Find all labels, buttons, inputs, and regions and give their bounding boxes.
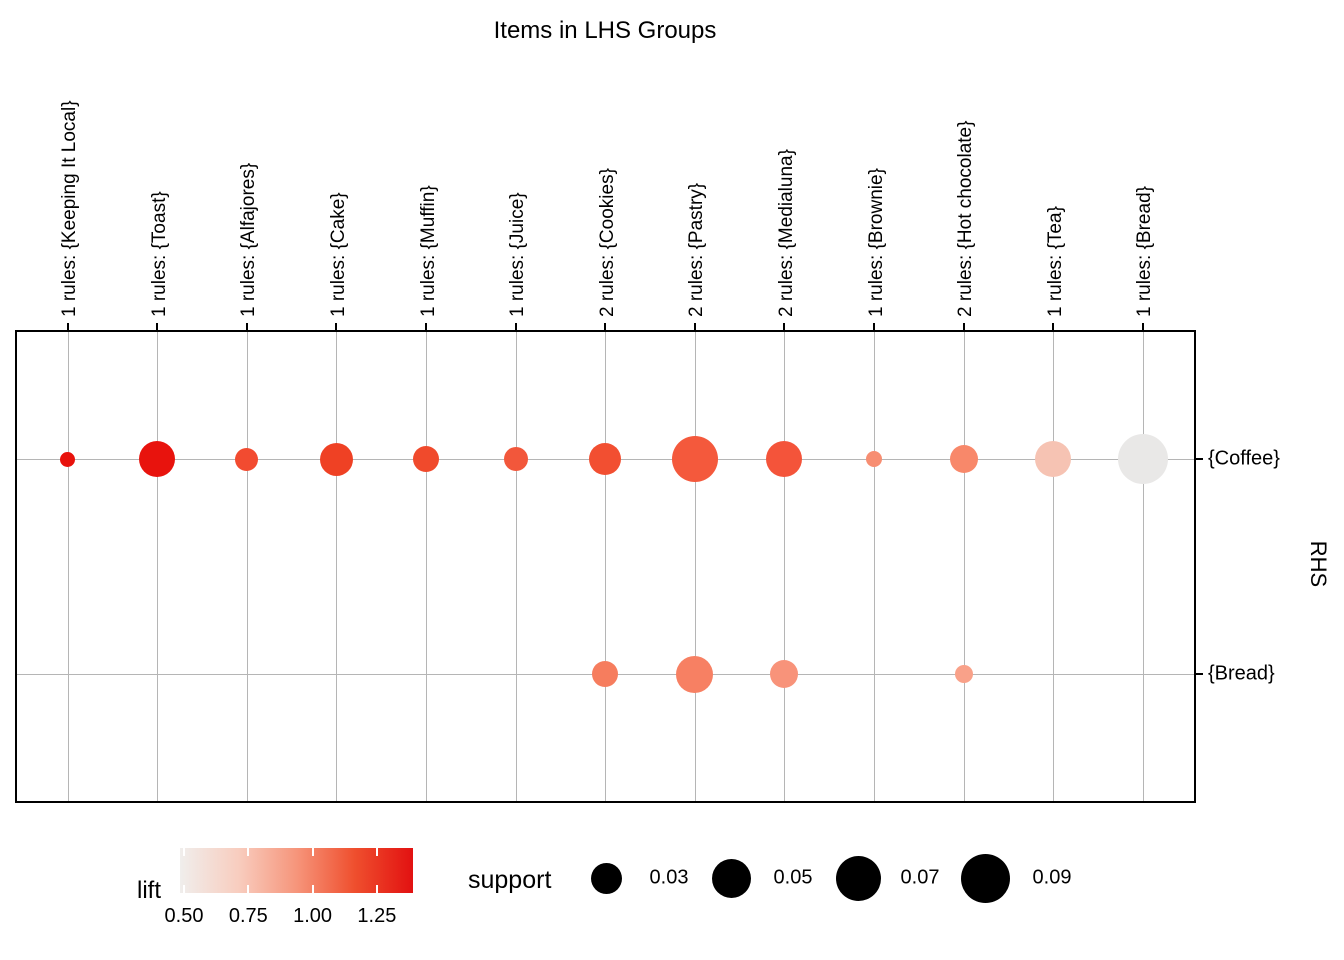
lift-bar-tick (183, 885, 185, 893)
column-gridline (874, 330, 875, 803)
column-gridline (67, 330, 69, 803)
column-gridline (515, 330, 517, 803)
column-tick (962, 323, 965, 330)
support-legend-circle (590, 862, 622, 894)
column-gridline (426, 330, 427, 803)
rule-bubble (1117, 434, 1168, 484)
rule-bubble (1035, 441, 1072, 477)
rule-bubble (592, 661, 619, 687)
column-label: 1 rules: {Toast} (148, 191, 170, 317)
column-tick (335, 323, 338, 330)
lift-bar-tick (247, 848, 250, 856)
column-gridline (246, 330, 248, 803)
column-gridline (784, 330, 786, 803)
support-legend-circle (711, 858, 751, 898)
row-label: {Coffee} (1208, 447, 1280, 470)
lift-bar-tick (247, 885, 250, 893)
support-legend-circle (835, 855, 881, 901)
column-gridline (336, 330, 338, 803)
column-tick (66, 323, 69, 330)
support-legend-value: 0.05 (773, 866, 813, 889)
column-tick (783, 323, 786, 330)
lift-tick-label: 1.25 (357, 905, 397, 927)
rule-bubble (949, 445, 978, 473)
column-label: 2 rules: {Hot chocolate} (955, 120, 977, 317)
plot-area (15, 330, 1196, 803)
column-tick (156, 323, 159, 330)
column-gridline (963, 330, 965, 803)
column-gridline (605, 330, 607, 803)
rule-bubble (319, 442, 353, 476)
lift-bar-tick (183, 848, 185, 856)
column-label: 2 rules: {Cookies} (596, 168, 618, 317)
lift-gradient-bar (180, 848, 413, 893)
chart-title: Items in LHS Groups (493, 17, 717, 44)
column-gridline (1053, 330, 1055, 803)
rule-bubble (503, 447, 528, 471)
support-legend-value: 0.09 (1032, 866, 1072, 889)
column-label: 1 rules: {Alfajores} (238, 162, 260, 317)
support-legend-value: 0.07 (900, 866, 940, 889)
column-tick (604, 323, 607, 330)
column-label: 1 rules: {Juice} (507, 192, 529, 317)
rule-bubble (866, 451, 882, 467)
support-legend-value: 0.03 (649, 866, 689, 889)
lift-tick-label: 1.00 (293, 905, 333, 927)
lift-legend-label: lift (137, 877, 161, 904)
lift-bar-tick (311, 848, 314, 856)
column-gridline (694, 330, 696, 803)
row-label: {Bread} (1208, 662, 1275, 685)
rhs-axis-label: RHS (1306, 540, 1331, 588)
column-tick (245, 323, 248, 330)
lift-bar-tick (311, 885, 314, 893)
rule-bubble (770, 660, 799, 688)
column-label: 1 rules: {Cake} (327, 192, 349, 317)
lift-tick-label: 0.50 (164, 905, 204, 927)
column-tick (425, 323, 427, 330)
lift-tick-label: 0.75 (228, 905, 268, 927)
rule-bubble (235, 447, 259, 471)
rule-bubble (60, 451, 76, 467)
column-label: 2 rules: {Medialuna} (775, 149, 797, 317)
column-tick (1141, 323, 1144, 330)
rule-bubble (413, 446, 439, 472)
column-tick (693, 323, 696, 330)
column-label: 1 rules: {Keeping It Local} (59, 100, 81, 317)
row-tick (1196, 458, 1203, 460)
column-tick (1052, 323, 1055, 330)
support-legend-circle (960, 853, 1010, 903)
column-label: 1 rules: {Muffin} (417, 185, 439, 317)
rule-bubble (954, 665, 973, 683)
rule-bubble (139, 441, 176, 477)
column-tick (514, 323, 517, 330)
column-label: 1 rules: {Brownie} (865, 168, 887, 317)
rule-bubble (676, 655, 714, 693)
column-label: 1 rules: {Bread} (1134, 186, 1156, 317)
column-gridline (1142, 330, 1144, 803)
lift-bar-tick (375, 848, 378, 856)
support-legend-label: support (468, 866, 552, 894)
column-label: 2 rules: {Pastry} (686, 182, 708, 317)
rule-bubble (766, 441, 803, 477)
rule-bubble (671, 436, 718, 482)
row-tick (1196, 673, 1203, 675)
lift-bar-tick (375, 885, 378, 893)
column-gridline (157, 330, 159, 803)
column-label: 1 rules: {Tea} (1044, 206, 1066, 317)
column-tick (873, 323, 875, 330)
rule-bubble (589, 443, 622, 475)
